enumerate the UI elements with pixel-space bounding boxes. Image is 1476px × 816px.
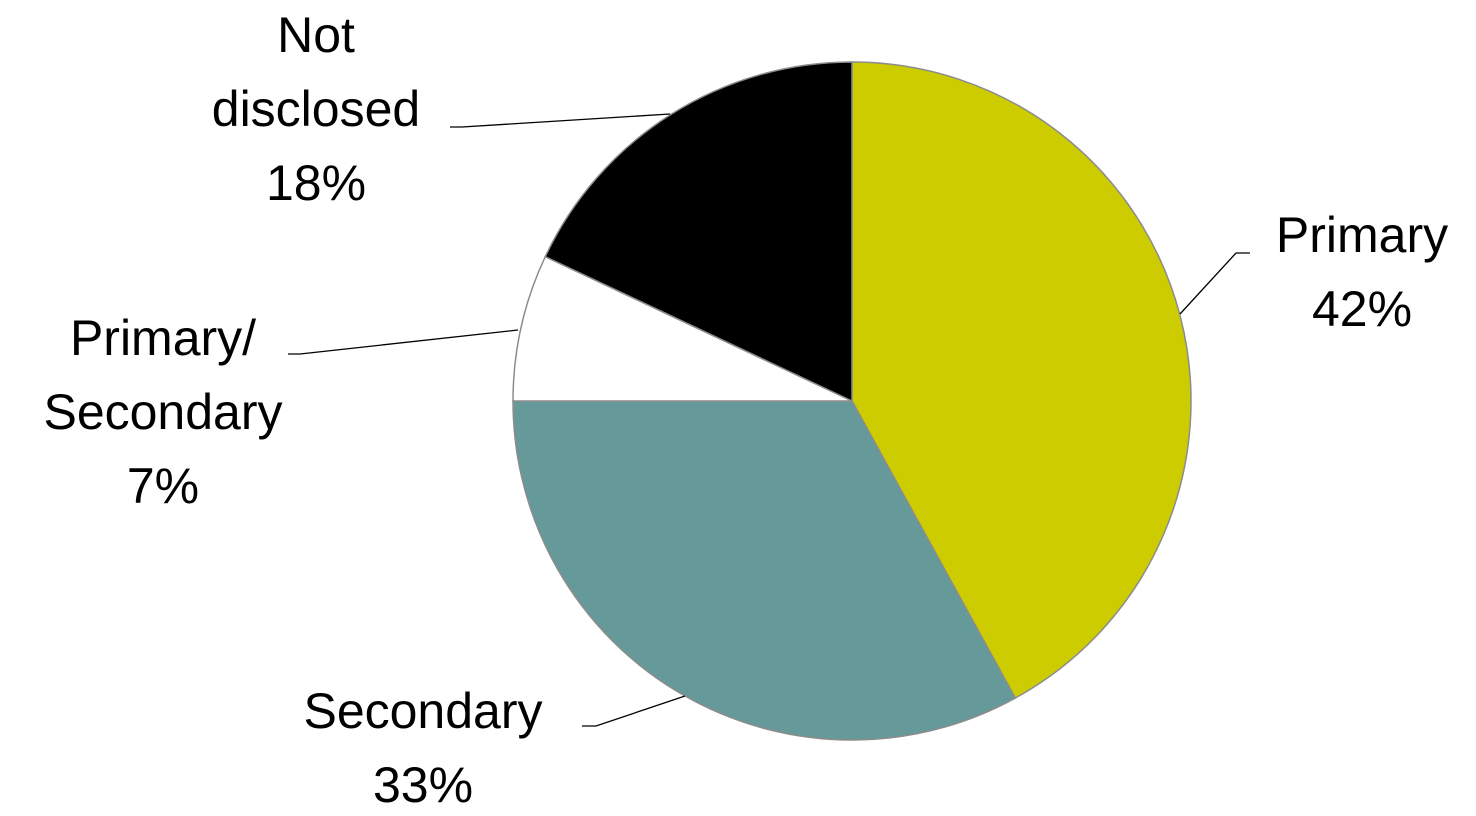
data-label-primary: Primary 42% [1276,207,1448,337]
data-label-secondary: Secondary 33% [303,683,542,811]
slices-layer [512,61,1192,741]
leader-line-secondary [582,695,686,727]
data-label-primary-secondary: Primary/Secondary 7% [43,310,282,514]
leader-line-primary [1179,252,1250,315]
leaders-layer [288,113,1250,727]
pie-slice-not-disclosed [544,61,853,403]
pie-slice-primary-secondary [512,255,853,402]
labels-layer: Primary 42% Secondary 33% Primary/Secondary 7… [43,7,1448,813]
pie-slice-primary [851,61,1192,700]
leader-line-primary-secondary [288,329,519,355]
data-label-not-disclosed: Not disclosed 18% [212,7,420,211]
pie-slice-secondary [512,400,1017,741]
leader-line-not-disclosed [450,113,671,128]
